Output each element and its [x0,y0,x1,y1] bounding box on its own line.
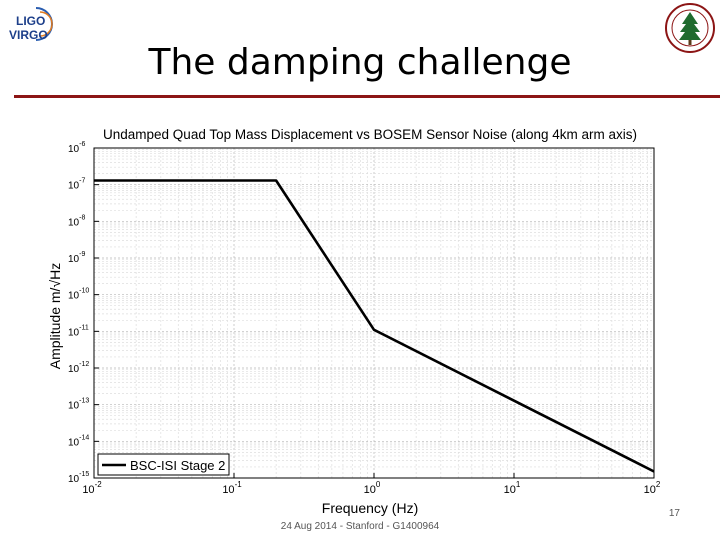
ligo-virgo-logo: LIGO VIRGO [6,4,68,53]
y-tick-label: 10-7 [68,178,85,192]
x-tick-label: 102 [644,480,661,496]
chart-grid [93,148,654,479]
legend-label: BSC-ISI Stage 2 [130,458,225,473]
title-divider [14,95,720,98]
y-tick-label: 10-9 [68,251,85,265]
chart-title: Undamped Quad Top Mass Displacement vs B… [103,127,637,142]
chart-legend: BSC-ISI Stage 2 [97,453,230,476]
x-tick-label: 101 [504,480,521,496]
y-axis-label: Amplitude m/√Hz [47,263,63,370]
x-tick-label: 10-2 [82,480,102,496]
slide-title: The damping challenge [148,42,572,83]
y-tick-label: 10-6 [68,141,85,155]
y-tick-label: 10-11 [68,324,89,338]
y-tick-label: 10-12 [68,361,89,375]
legend-box [97,453,230,476]
x-axis-label: Frequency (Hz) [322,500,418,516]
x-tick-label: 10-1 [222,480,242,496]
series-line [94,179,655,473]
y-tick-label: 10-8 [68,214,85,228]
x-tick-label: 100 [364,480,381,496]
y-tick-label: 10-15 [68,471,89,485]
virgo-logo-text: VIRGO [9,28,48,42]
y-tick-label: 10-13 [68,398,89,412]
stanford-seal-icon [664,2,716,59]
ligo-logo-text: LIGO [16,14,45,28]
page-number: 17 [668,508,680,519]
y-tick-label: 10-10 [68,288,89,302]
series-layer [94,179,655,473]
y-tick-label: 10-14 [68,434,89,448]
slide-footer: 24 Aug 2014 - Stanford - G1400964 [280,521,440,532]
